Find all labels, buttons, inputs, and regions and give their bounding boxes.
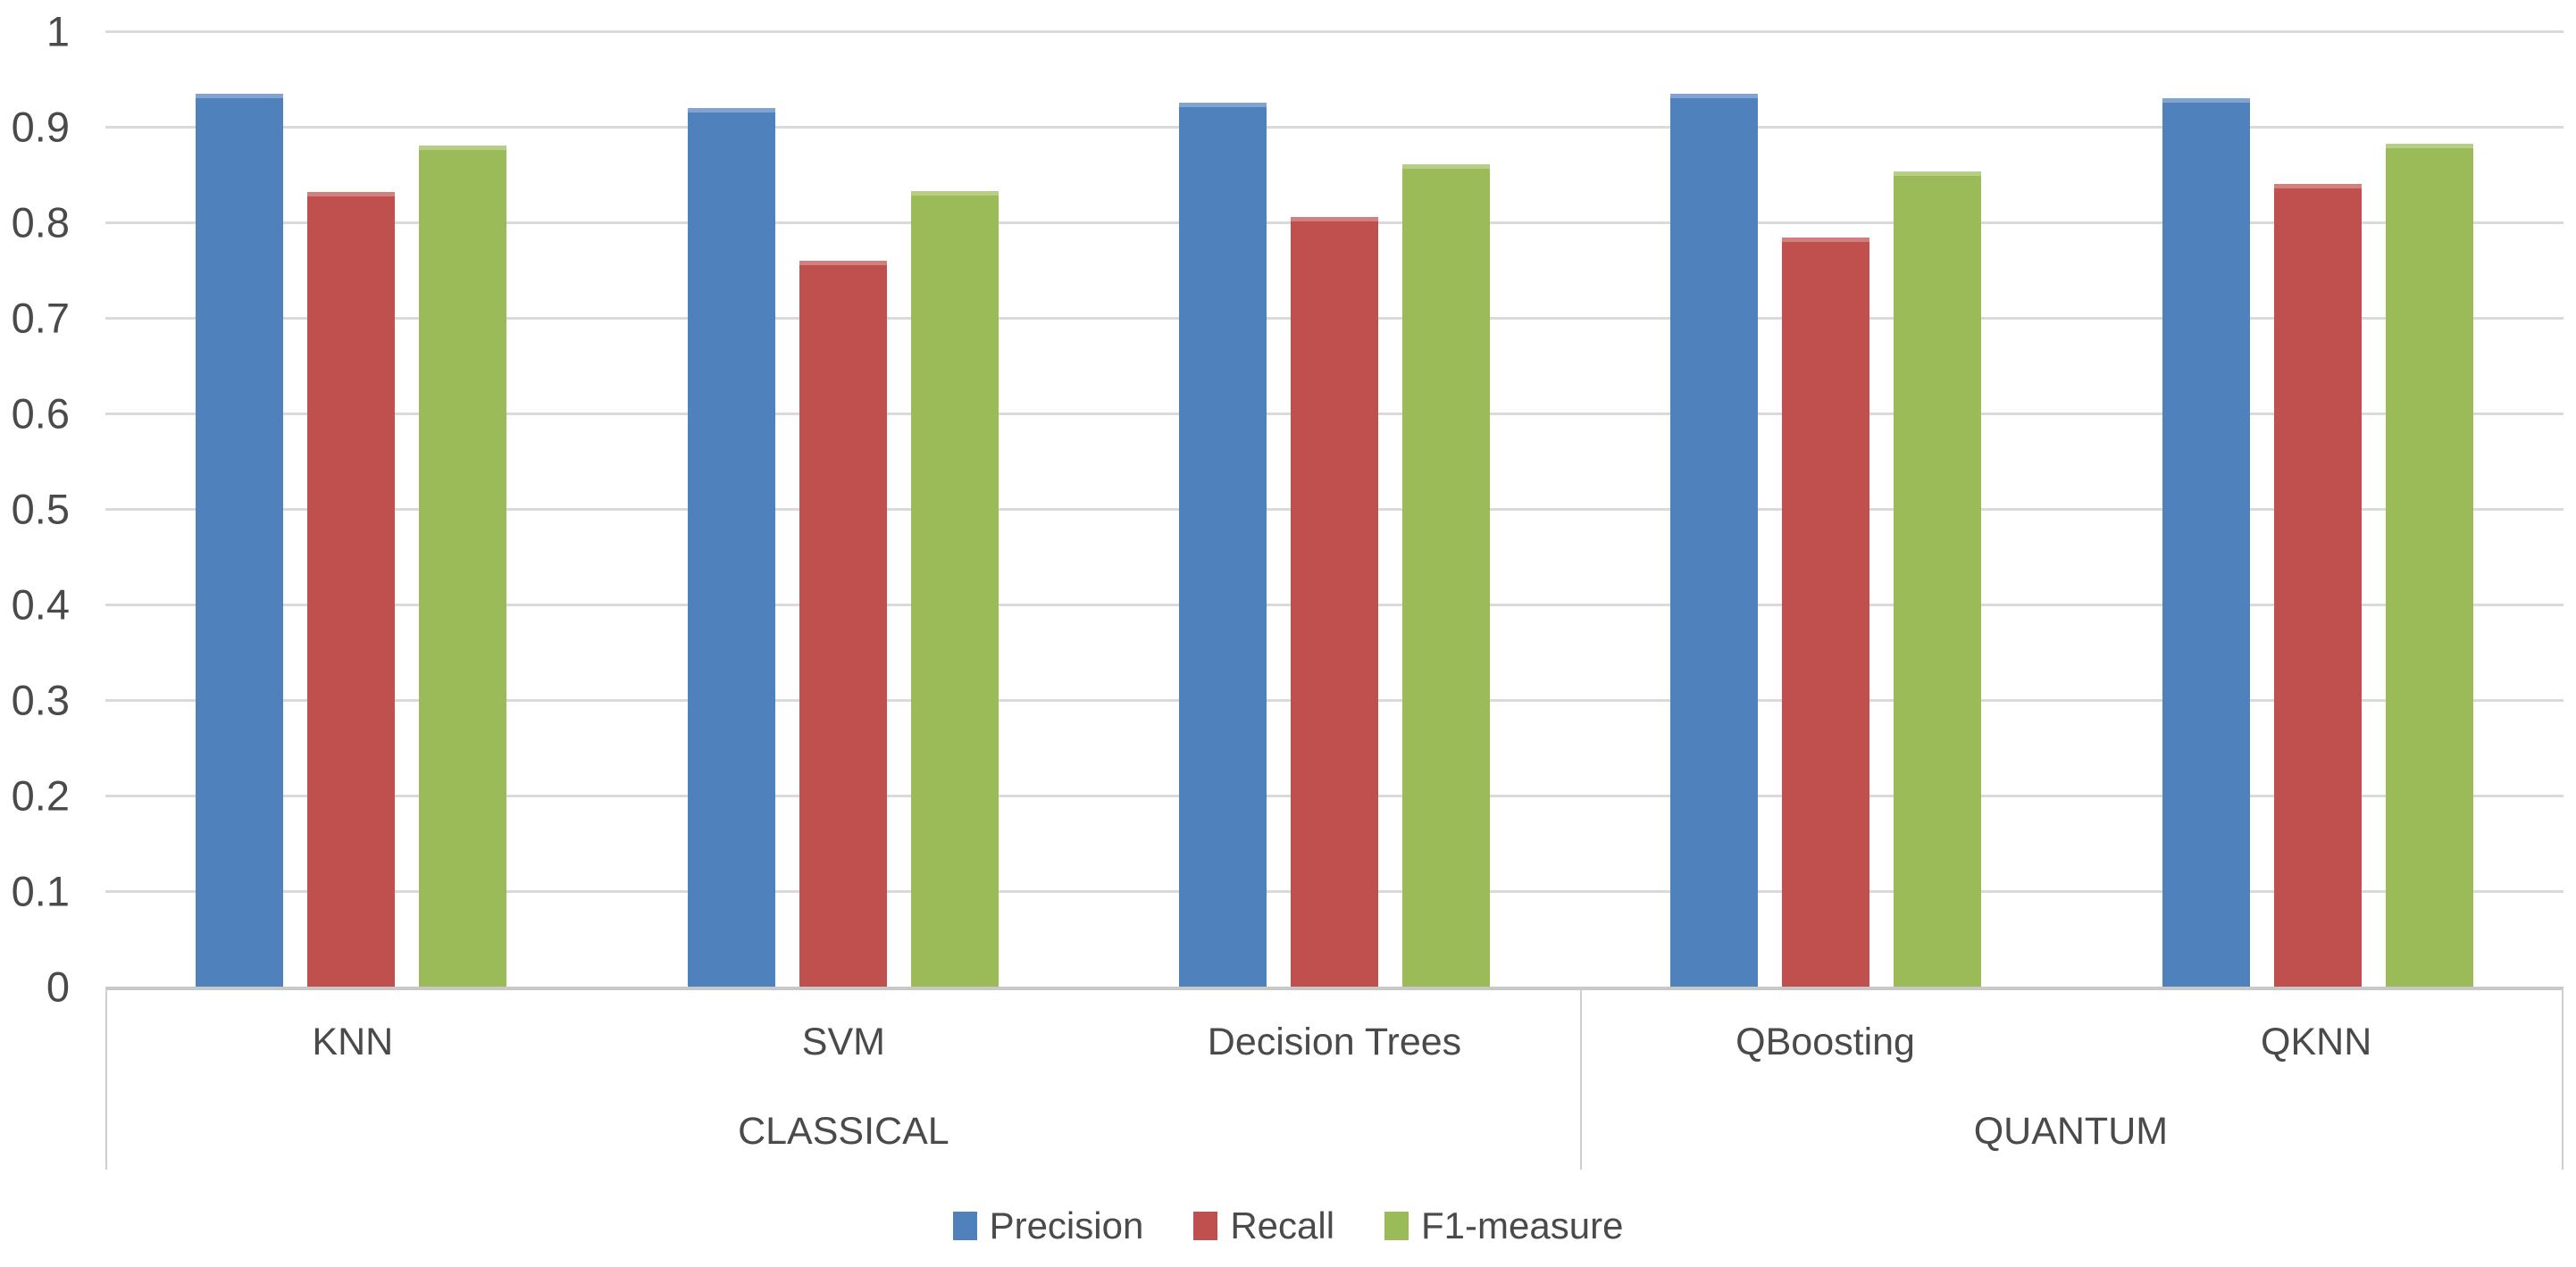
y-axis: 1 0.9 0.8 0.7 0.6 0.5 0.4 0.3 0.2 0.1 0	[0, 11, 73, 1008]
category-label-decision-trees: Decision Trees	[1207, 1020, 1462, 1063]
legend-item-recall: Recall	[1193, 1207, 1334, 1245]
legend-label-recall: Recall	[1230, 1204, 1335, 1246]
y-tick-label-0-2: 0.2	[11, 771, 70, 820]
category-group-divider	[1579, 990, 1582, 1170]
bar-f1-measure-decision-trees	[1401, 163, 1490, 987]
bar-group-qknn	[2072, 31, 2563, 987]
legend: Precision Recall F1-measure	[0, 1207, 2576, 1245]
bar-recall-decision-trees	[1290, 216, 1378, 987]
legend-item-f1-measure: F1-measure	[1384, 1207, 1623, 1245]
y-tick-label-0-3: 0.3	[11, 676, 70, 724]
category-group-label-classical: CLASSICAL	[738, 1110, 949, 1153]
category-row: KNN SVM Decision Trees QBoosting QKNN	[107, 990, 2562, 1094]
f1-measure-swatch-icon	[1384, 1212, 1409, 1240]
bar-f1-measure-knn	[419, 146, 507, 987]
category-label-qboosting: QBoosting	[1735, 1020, 1915, 1063]
category-group-row: CLASSICAL QUANTUM	[107, 1094, 2562, 1170]
bar-precision-qknn	[2162, 97, 2250, 987]
y-tick-label-0-4: 0.4	[11, 580, 70, 629]
category-label-qknn: QKNN	[2261, 1020, 2372, 1063]
bar-recall-svm	[799, 260, 887, 987]
y-tick-label-1: 1	[46, 7, 70, 55]
bar-precision-svm	[687, 107, 775, 987]
legend-item-precision: Precision	[952, 1204, 1144, 1246]
category-group-label-quantum: QUANTUM	[1973, 1110, 2169, 1153]
category-label-svm: SVM	[801, 1020, 885, 1063]
bar-recall-qknn	[2273, 184, 2362, 987]
bar-group-knn	[105, 31, 597, 987]
y-tick-label-0-7: 0.7	[11, 294, 70, 342]
bar-group-decision-trees	[1089, 31, 1580, 987]
gridline-1	[105, 30, 2563, 33]
plot-area	[105, 30, 2563, 987]
bar-recall-knn	[307, 191, 396, 987]
category-axis: KNN SVM Decision Trees QBoosting QKNN CL…	[105, 987, 2563, 1170]
y-tick-label-0-9: 0.9	[11, 103, 70, 151]
category-label-knn: KNN	[312, 1020, 394, 1063]
bar-precision-qboosting	[1670, 93, 1759, 987]
precision-swatch-icon	[952, 1212, 977, 1240]
gridline-0-9	[105, 126, 2563, 129]
recall-swatch-icon	[1193, 1212, 1218, 1240]
bar-recall-qboosting	[1782, 238, 1870, 987]
y-tick-label-0-5: 0.5	[11, 485, 70, 533]
bar-precision-knn	[196, 93, 284, 987]
bar-group-svm	[597, 31, 1088, 987]
legend-label-f1-measure: F1-measure	[1421, 1204, 1624, 1246]
bar-f1-measure-svm	[910, 190, 999, 987]
y-tick-label-0-1: 0.1	[11, 867, 70, 915]
bar-f1-measure-qknn	[2385, 144, 2473, 987]
legend-label-precision: Precision	[989, 1204, 1144, 1246]
bar-precision-decision-trees	[1179, 103, 1267, 987]
y-tick-label-0-8: 0.8	[11, 198, 70, 246]
bar-groups	[105, 31, 2563, 987]
y-tick-label-0-6: 0.6	[11, 389, 70, 438]
bar-f1-measure-qboosting	[1894, 171, 1982, 987]
y-tick-label-0: 0	[46, 963, 70, 1011]
bar-group-qboosting	[1580, 31, 2071, 987]
